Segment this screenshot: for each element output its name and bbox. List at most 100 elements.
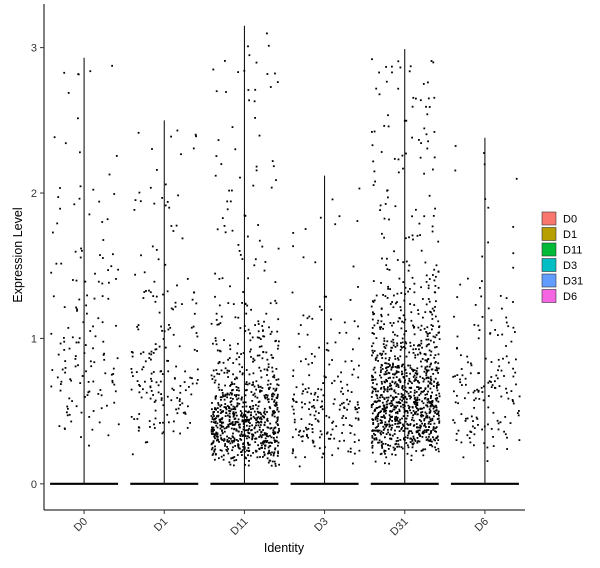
data-point	[432, 426, 435, 428]
data-point	[417, 388, 420, 391]
data-point	[379, 352, 381, 355]
data-point	[221, 392, 224, 394]
data-point	[436, 413, 438, 415]
data-point	[231, 424, 234, 426]
data-point	[396, 437, 399, 439]
data-point	[388, 218, 390, 221]
data-point	[260, 442, 262, 445]
data-point	[277, 384, 280, 387]
data-point	[411, 105, 414, 108]
data-point	[379, 326, 381, 329]
data-point	[497, 422, 500, 425]
data-point	[358, 449, 361, 452]
data-point	[145, 290, 147, 292]
data-point	[389, 434, 392, 436]
data-point	[395, 440, 398, 442]
data-point	[460, 441, 463, 444]
data-point	[497, 369, 499, 372]
data-point	[428, 194, 431, 197]
data-point	[75, 341, 78, 344]
data-point	[461, 384, 463, 386]
data-point	[454, 375, 456, 378]
data-point	[227, 424, 230, 427]
data-point	[233, 418, 236, 420]
data-point	[252, 394, 255, 396]
data-point	[234, 445, 236, 447]
data-point	[266, 435, 268, 437]
data-point	[275, 179, 277, 181]
data-point	[247, 429, 250, 431]
data-point	[394, 205, 397, 208]
data-point	[50, 271, 53, 274]
data-point	[435, 346, 438, 348]
data-point	[196, 368, 199, 371]
data-point	[269, 333, 272, 335]
data-point	[457, 402, 459, 405]
data-point	[427, 369, 430, 372]
data-point	[358, 439, 360, 442]
data-point	[276, 393, 279, 396]
data-point	[269, 302, 272, 305]
data-point	[222, 425, 225, 428]
data-point	[427, 422, 430, 425]
data-point	[218, 323, 220, 326]
data-point	[399, 398, 402, 401]
data-point	[301, 401, 303, 404]
data-point	[426, 359, 428, 362]
data-point	[325, 415, 328, 417]
data-point	[396, 344, 399, 347]
data-point	[430, 368, 433, 371]
data-point	[302, 390, 305, 392]
data-point	[346, 398, 348, 401]
data-point	[108, 281, 110, 284]
data-point	[384, 417, 386, 419]
data-point	[186, 278, 189, 280]
data-point	[432, 335, 435, 338]
data-point	[408, 386, 411, 389]
data-point	[380, 444, 383, 447]
data-point	[262, 434, 264, 436]
data-point	[240, 450, 243, 453]
data-point	[423, 417, 426, 420]
data-point	[78, 337, 81, 340]
data-point	[262, 429, 264, 431]
data-point	[418, 381, 421, 384]
data-point	[149, 385, 152, 388]
data-point	[473, 427, 476, 429]
data-point	[261, 245, 264, 248]
data-point	[271, 460, 274, 463]
data-point	[239, 435, 242, 437]
data-point	[117, 268, 119, 271]
data-point	[421, 432, 424, 434]
data-point	[429, 440, 432, 443]
data-point	[437, 362, 440, 365]
data-point	[429, 409, 432, 412]
data-point	[429, 411, 432, 413]
data-point	[421, 411, 424, 413]
data-point	[483, 425, 486, 428]
data-point	[418, 419, 421, 421]
data-point	[131, 351, 134, 354]
data-point	[164, 204, 167, 207]
data-point	[385, 380, 388, 382]
data-point	[221, 277, 224, 280]
data-point	[399, 306, 402, 308]
data-point	[397, 366, 400, 369]
data-point	[142, 388, 144, 391]
data-point	[431, 440, 433, 443]
data-point	[374, 378, 377, 381]
data-point	[397, 393, 400, 395]
data-point	[277, 452, 279, 455]
data-point	[469, 430, 472, 433]
data-point	[275, 339, 277, 342]
data-point	[425, 416, 427, 419]
data-point	[356, 220, 359, 222]
data-point	[429, 423, 432, 425]
data-point	[499, 295, 502, 297]
data-point	[238, 424, 240, 426]
data-point	[421, 400, 423, 403]
data-point	[341, 402, 343, 405]
data-point	[401, 387, 403, 389]
data-point	[383, 337, 386, 340]
data-point	[432, 415, 435, 418]
